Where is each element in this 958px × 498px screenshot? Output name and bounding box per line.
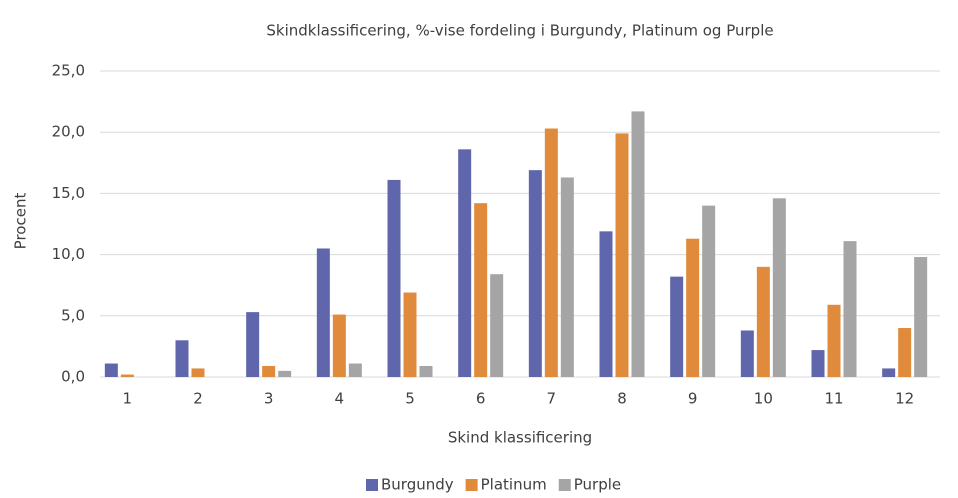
bar (827, 304, 841, 377)
y-tick-label: 20,0 (52, 123, 85, 141)
x-tick-label: 7 (547, 390, 557, 408)
y-tick-label: 15,0 (52, 184, 85, 202)
bar (882, 368, 896, 377)
legend-swatch (465, 479, 478, 491)
legend-label: Platinum (481, 476, 547, 494)
bar (898, 328, 912, 377)
bar (914, 257, 928, 377)
bar (278, 370, 292, 377)
bar (702, 205, 716, 377)
bar (419, 365, 433, 377)
bar (772, 198, 786, 377)
x-axis-label: Skind klassificering (448, 429, 592, 447)
y-tick-label: 5,0 (61, 306, 85, 324)
x-tick-label: 5 (405, 390, 415, 408)
bar (246, 312, 260, 377)
x-tick-label: 8 (617, 390, 627, 408)
bar (104, 363, 118, 377)
legend-label: Burgundy (381, 476, 454, 494)
bar (474, 203, 488, 377)
y-axis-label: Procent (12, 193, 30, 250)
bar (191, 368, 205, 377)
bar (528, 170, 542, 377)
x-tick-label: 11 (824, 390, 843, 408)
x-tick-label: 2 (193, 390, 203, 408)
bar (615, 133, 629, 377)
y-tick-label: 25,0 (52, 62, 85, 80)
bar (316, 248, 330, 377)
bar (686, 238, 700, 377)
x-tick-label: 4 (335, 390, 345, 408)
bar (843, 241, 857, 377)
legend-swatch (558, 479, 571, 491)
bar (811, 350, 825, 377)
bar (387, 179, 401, 377)
legend-swatch (366, 479, 378, 491)
bar (740, 330, 754, 377)
x-tick-label: 10 (754, 390, 773, 408)
x-tick-label: 6 (476, 390, 486, 408)
y-tick-label: 0,0 (61, 368, 85, 386)
bar (631, 111, 645, 377)
bar (175, 340, 189, 377)
legend-label: Purple (574, 476, 621, 494)
bar (332, 314, 346, 377)
bar (403, 292, 417, 377)
bar (490, 274, 504, 377)
bar (599, 231, 613, 377)
bar (458, 149, 472, 377)
bar (348, 363, 362, 377)
bar (560, 177, 574, 377)
x-tick-label: 12 (895, 390, 914, 408)
bar (262, 365, 276, 377)
chart-title: Skindklassificering, %-vise fordeling i … (266, 22, 773, 40)
bar (670, 276, 684, 377)
bar (756, 266, 770, 377)
x-tick-label: 1 (123, 390, 133, 408)
bar (544, 128, 558, 377)
x-tick-label: 9 (688, 390, 698, 408)
x-tick-label: 3 (264, 390, 274, 408)
y-tick-label: 10,0 (52, 245, 85, 263)
bar (120, 374, 134, 377)
